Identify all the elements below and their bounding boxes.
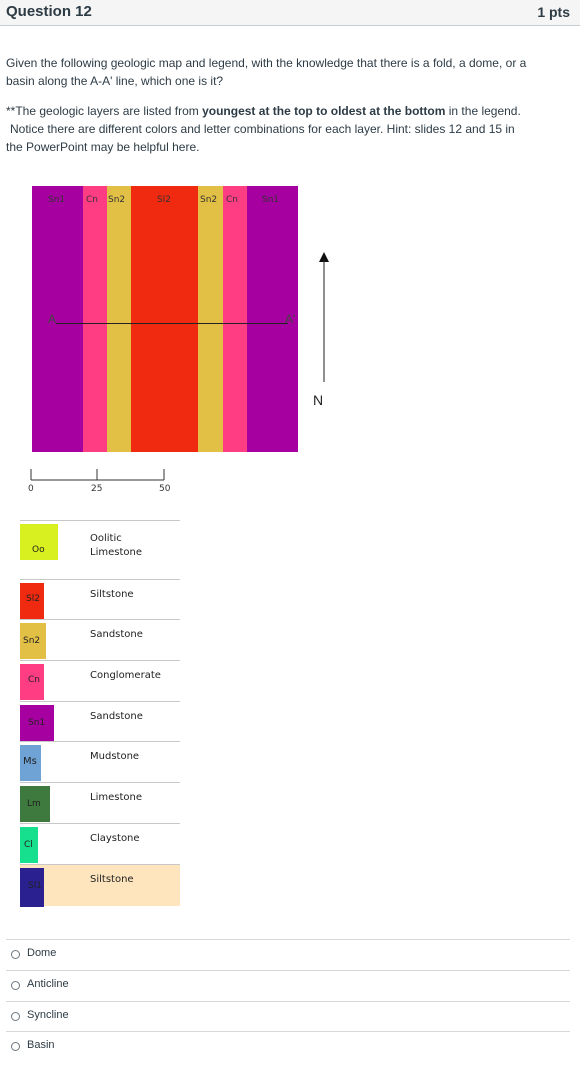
legend-name: Siltstone <box>90 874 134 885</box>
answer-label[interactable]: Syncline <box>27 1009 69 1021</box>
legend-code: Sl1 <box>28 881 42 891</box>
question-prompt-line2: basin along the A-A' line, which one is … <box>6 74 224 88</box>
legend-swatch <box>20 524 58 560</box>
legend-code: Lm <box>27 799 41 809</box>
legend-swatch <box>20 745 41 781</box>
north-arrow-icon <box>319 252 329 382</box>
scale-bar <box>30 468 166 481</box>
question-points: 1 pts <box>537 4 570 20</box>
legend-name: Claystone <box>90 833 140 844</box>
map-label-cn-right: Cn <box>226 195 238 205</box>
legend-name: Oolitic <box>90 533 122 544</box>
cross-section-line <box>56 323 288 324</box>
legend-swatch <box>20 705 54 741</box>
north-label: N <box>313 392 324 408</box>
map-label-sl2: Sl2 <box>157 195 171 205</box>
legend-name: Sandstone <box>90 629 143 640</box>
note-suffix: in the legend. <box>445 104 521 118</box>
map-strip <box>223 186 247 452</box>
question-prompt-line1: Given the following geologic map and leg… <box>6 56 527 70</box>
answer-label[interactable]: Basin <box>27 1039 55 1051</box>
legend-row-cn: Cn Conglomerate <box>20 660 180 700</box>
legend-name: Conglomerate <box>90 670 161 681</box>
radio-button[interactable] <box>11 1042 20 1051</box>
legend-row-lm: Lm Limestone <box>20 782 180 822</box>
legend-swatch <box>20 664 44 700</box>
legend-code: Ms <box>23 756 37 767</box>
legend-row-sn2: Sn2 Sandstone <box>20 619 180 659</box>
legend-name: Limestone <box>90 792 142 803</box>
legend-row-cl: Cl Claystone <box>20 823 180 863</box>
legend-row-sl1: Sl1 Siltstone <box>20 864 180 907</box>
answer-label[interactable]: Anticline <box>27 978 69 990</box>
legend-swatch <box>20 583 44 619</box>
legend-swatch <box>20 786 50 822</box>
map-strip <box>131 186 198 452</box>
geologic-map <box>32 186 298 452</box>
legend-swatch <box>20 827 38 863</box>
legend-name: Mudstone <box>90 751 140 762</box>
map-strip <box>107 186 131 452</box>
label-a-prime: A' <box>285 312 296 326</box>
scale-50: 50 <box>159 484 171 494</box>
map-label-sn1-right: Sn1 <box>262 195 280 205</box>
note-bold: youngest at the top to oldest at the bot… <box>202 104 446 118</box>
legend-swatch <box>20 868 44 907</box>
map-label-sn2-right: Sn2 <box>200 195 218 205</box>
answer-option-dome[interactable]: Dome <box>6 939 570 969</box>
question-title: Question 12 <box>6 3 92 20</box>
scale-25: 25 <box>91 484 103 494</box>
legend-code: Sl2 <box>26 594 40 604</box>
legend-code: Sn1 <box>28 718 46 728</box>
legend-row-sl2: Sl2 Siltstone <box>20 579 180 619</box>
legend-code: Cn <box>28 675 40 685</box>
radio-button[interactable] <box>11 950 20 959</box>
question-note-line3: the PowerPoint may be helpful here. <box>6 140 200 154</box>
question-note-line1: **The geologic layers are listed from yo… <box>6 102 521 120</box>
legend-name: Siltstone <box>90 589 134 600</box>
radio-button[interactable] <box>11 1012 20 1021</box>
map-label-cn-left: Cn <box>86 195 98 205</box>
map-strip <box>247 186 298 452</box>
legend-swatch <box>20 623 46 659</box>
legend-row-oo: Oo Oolitic Limestone <box>20 520 180 560</box>
label-a: A <box>48 312 57 326</box>
answer-option-syncline[interactable]: Syncline <box>6 1001 570 1031</box>
legend-name-line2: Limestone <box>90 547 142 558</box>
map-label-sn1-left: Sn1 <box>48 195 66 205</box>
legend-row-ms: Ms Mudstone <box>20 741 180 781</box>
legend-code: Sn2 <box>23 636 41 646</box>
legend-code: Oo <box>32 545 45 555</box>
note-prefix: **The geologic layers are listed from <box>6 104 203 118</box>
radio-button[interactable] <box>11 981 20 990</box>
answer-option-basin[interactable]: Basin <box>6 1031 570 1061</box>
map-label-sn2-left: Sn2 <box>108 195 126 205</box>
answer-label[interactable]: Dome <box>27 947 57 959</box>
map-strip <box>32 186 83 452</box>
answer-option-anticline[interactable]: Anticline <box>6 970 570 1000</box>
map-strip <box>198 186 223 452</box>
map-strip <box>83 186 107 452</box>
legend-name: Sandstone <box>90 711 143 722</box>
question-header: Question 12 1 pts <box>0 0 580 26</box>
scale-0: 0 <box>28 484 34 494</box>
question-note-line2: Notice there are different colors and le… <box>10 122 515 136</box>
legend-code: Cl <box>24 840 33 850</box>
legend-row-sn1: Sn1 Sandstone <box>20 701 180 741</box>
